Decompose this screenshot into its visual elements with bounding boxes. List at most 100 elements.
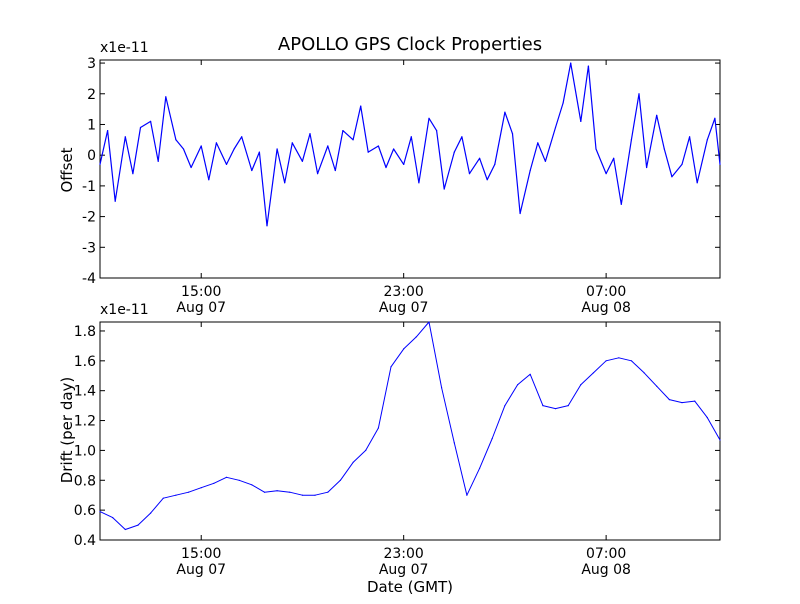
offset-plot-data-point [393,148,395,150]
offset-plot-data-point [719,163,721,165]
offset-plot-data-point [360,105,362,107]
offset-plot-data-point [215,142,217,144]
drift-plot-data-point [630,360,633,362]
drift-plot-data-point [175,494,177,496]
drift-plot-data-point [200,487,202,489]
drift-plot-data-point [592,372,595,374]
offset-plot-data-point [241,136,243,138]
drift-plot-data-point [466,494,468,496]
drift-plot-data-point [643,372,645,374]
drift-plot-data-point [415,336,417,338]
offset-plot-data-point [587,65,590,67]
offset-plot-data-point [646,166,648,169]
offset-plot-data-point [107,130,109,132]
offset-plot-data-point [276,148,278,150]
drift-plot-axes-frame [99,321,721,541]
offset-plot-data-point [443,188,445,190]
offset-plot-data-point [418,182,420,184]
drift-plot-data-point [150,512,152,514]
offset-plot-data-point [580,120,582,122]
drift-plot-x-tick-date-label: Aug 07 [379,562,429,578]
offset-plot-data-point [605,173,607,175]
offset-plot-data-point [436,130,438,132]
drift-plot-data-point [681,402,683,404]
offset-plot-data-point [200,145,202,147]
drift-plot-data-point [124,528,126,531]
offset-plot-data-point [613,157,615,159]
offset-plot-data-point [165,96,167,98]
offset-plot-x-tick-time-label: 07:00 [586,284,626,300]
drift-plot-x-tick-time-label: 15:00 [181,546,221,562]
offset-plot-data-point [99,163,101,165]
drift-plot-y-axis-label: Drift (per day) [58,377,76,484]
drift-plot-data-point [314,494,316,496]
drift-plot-y-tick-label: 0.4 [74,533,96,549]
drift-plot-data-point [352,461,354,463]
offset-plot-data-point [132,173,134,175]
offset-plot-data-point [671,176,673,178]
drift-plot-data-point [112,517,114,519]
drift-plot-y-tick-label: 0.8 [74,473,96,489]
drift-plot-data-point [605,360,607,362]
offset-plot-data-point [291,142,293,144]
drift-plot-data-point [479,467,481,469]
drift-plot-data-point [618,357,620,359]
offset-plot-data-point [630,139,633,141]
offset-plot-data-point [208,179,210,181]
drift-plot-data-point [656,385,658,387]
drift-plot-data-point [365,449,367,451]
drift-plot-data-point [504,405,506,407]
offset-plot-data-point [663,148,665,150]
drift-plot-y-tick-label: 1.8 [74,324,96,340]
drift-plot-data-point [289,491,291,493]
offset-plot-x-tick-date-label: Aug 08 [581,300,631,316]
drift-plot-data-point [339,479,341,481]
offset-plot-data-point [225,163,228,165]
drift-plot-data-point [251,484,253,486]
offset-plot-data-point [714,117,716,119]
offset-plot-data-point [544,160,547,162]
offset-plot-data-point [511,133,514,135]
offset-plot-y-tick-label: 3 [87,56,96,72]
drift-plot-data-point [225,476,228,478]
drift-plot-data-point [554,408,557,410]
offset-plot-data-point [157,160,159,162]
offset-plot-data-point [301,160,303,162]
offset-plot-data-point [681,163,683,165]
offset-plot-data-point [309,133,311,135]
offset-plot-y-tick-label: -3 [82,240,96,256]
offset-plot-data-point [377,145,379,147]
drift-plot-data-point [453,442,455,444]
offset-plot-axes-frame [99,59,721,279]
offset-plot-data-point [638,93,640,95]
offset-plot-data-point [595,148,597,150]
offset-plot-data-point [342,130,344,132]
offset-plot-data-point [334,169,336,172]
offset-plot-y-tick-label: -1 [82,179,96,195]
offset-plot-y-tick-label: 1 [87,117,96,133]
offset-plot-data-point [114,200,116,202]
offset-plot-data-point [554,126,557,129]
offset-plot-data-point [620,203,622,205]
offset-plot-data-point [570,62,572,64]
offset-plot-y-tick-label: -2 [82,210,96,226]
offset-plot-data-point [706,139,708,141]
drift-plot-data-point [719,439,721,441]
offset-plot-data-point [468,173,471,175]
offset-plot-data-point [689,136,691,138]
offset-plot-data-point [284,182,286,184]
drift-plot-data-point [491,437,493,440]
drift-plot-data-point [567,405,569,407]
offset-plot-x-tick-date-label: Aug 07 [379,300,429,316]
drift-plot-data-point [327,491,329,493]
drift-plot-data-point [694,400,696,402]
drift-plot-x-tick-date-label: Aug 08 [581,562,631,578]
offset-plot-data-point [479,157,481,159]
offset-plot-data-point [428,117,430,119]
drift-plot-data-point [213,482,215,484]
offset-plot-x-tick-date-label: Aug 07 [176,300,226,316]
x-axis-label: Date (GMT) [367,578,453,596]
